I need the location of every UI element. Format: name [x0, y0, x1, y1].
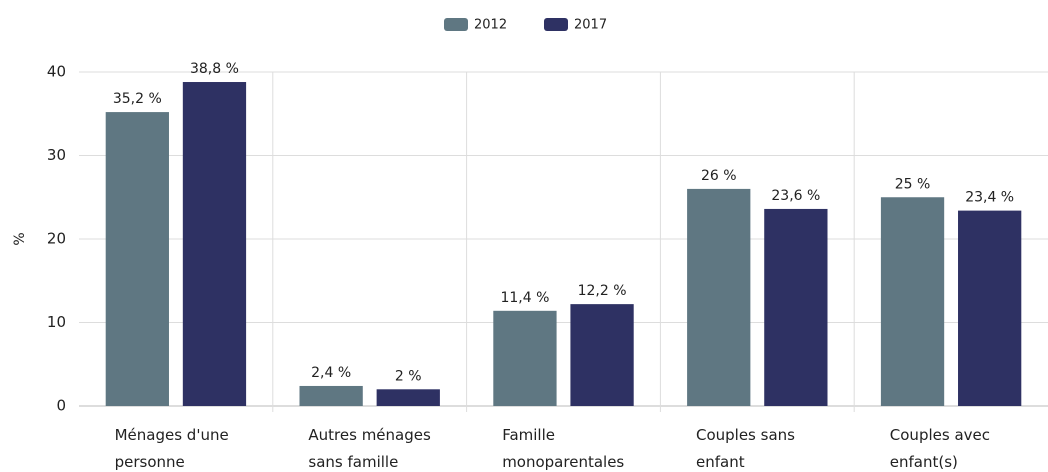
bar	[958, 210, 1022, 406]
bar	[764, 208, 828, 406]
value-label: 26 %	[701, 168, 737, 184]
y-tick-label: 20	[47, 230, 66, 248]
x-tick-label: Famille monoparentales	[502, 426, 625, 471]
value-label: 23,4 %	[965, 190, 1014, 206]
y-tick-label: 40	[47, 63, 66, 81]
y-tick-label: 10	[47, 313, 66, 331]
value-label: 2 %	[395, 368, 422, 384]
value-label: 12,2 %	[578, 283, 627, 299]
legend-label: 2012	[474, 18, 507, 33]
value-label: 38,8 %	[190, 61, 239, 77]
legend-swatch	[544, 18, 568, 31]
x-tick-label: Couples avec enfant(s)	[889, 426, 990, 471]
value-label: 35,2 %	[113, 91, 162, 107]
bar	[299, 385, 363, 406]
bar	[570, 304, 634, 406]
value-label: 11,4 %	[500, 290, 549, 306]
bar	[493, 310, 557, 406]
y-tick-label: 30	[47, 146, 66, 164]
value-label: 2,4 %	[311, 365, 351, 381]
bar	[880, 197, 945, 406]
x-tick-label: Autres ménages sans famille	[308, 426, 431, 471]
bar	[376, 389, 440, 406]
y-axis-label: %	[12, 232, 28, 245]
bar	[182, 82, 247, 407]
bar	[687, 188, 751, 406]
value-label: 23,6 %	[771, 188, 820, 204]
bar	[105, 112, 169, 406]
x-tick-label: Ménages d'une personne	[114, 426, 229, 471]
value-label: 25 %	[895, 176, 931, 192]
legend-label: 2017	[574, 18, 607, 33]
legend-swatch	[444, 18, 468, 31]
y-tick-label: 0	[56, 397, 66, 415]
x-tick-label: Couples sans enfant	[695, 426, 795, 471]
